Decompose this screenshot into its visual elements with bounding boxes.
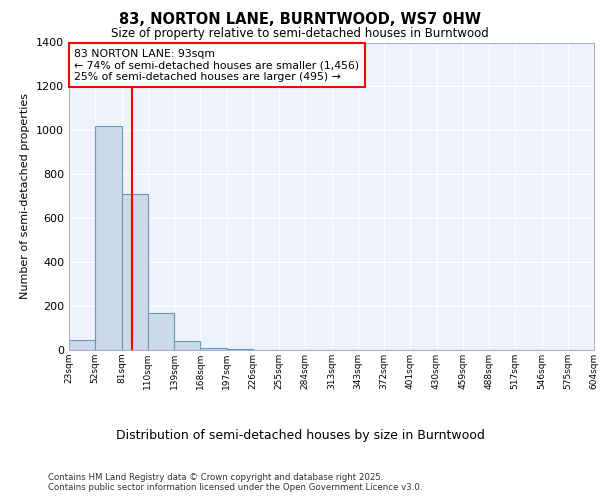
Y-axis label: Number of semi-detached properties: Number of semi-detached properties <box>20 93 31 299</box>
Text: Contains HM Land Registry data © Crown copyright and database right 2025.
Contai: Contains HM Land Registry data © Crown c… <box>48 473 422 492</box>
Bar <box>69 340 95 350</box>
Bar <box>148 312 174 350</box>
Text: 83, NORTON LANE, BURNTWOOD, WS7 0HW: 83, NORTON LANE, BURNTWOOD, WS7 0HW <box>119 12 481 28</box>
Text: 83 NORTON LANE: 93sqm
← 74% of semi-detached houses are smaller (1,456)
25% of s: 83 NORTON LANE: 93sqm ← 74% of semi-deta… <box>74 48 359 82</box>
Bar <box>174 341 200 350</box>
Bar <box>95 126 121 350</box>
Bar <box>227 349 253 350</box>
Text: Size of property relative to semi-detached houses in Burntwood: Size of property relative to semi-detach… <box>111 28 489 40</box>
Bar <box>200 348 227 350</box>
Bar <box>121 194 148 350</box>
Text: Distribution of semi-detached houses by size in Burntwood: Distribution of semi-detached houses by … <box>116 430 484 442</box>
